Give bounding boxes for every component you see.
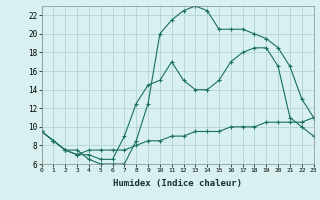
X-axis label: Humidex (Indice chaleur): Humidex (Indice chaleur): [113, 179, 242, 188]
